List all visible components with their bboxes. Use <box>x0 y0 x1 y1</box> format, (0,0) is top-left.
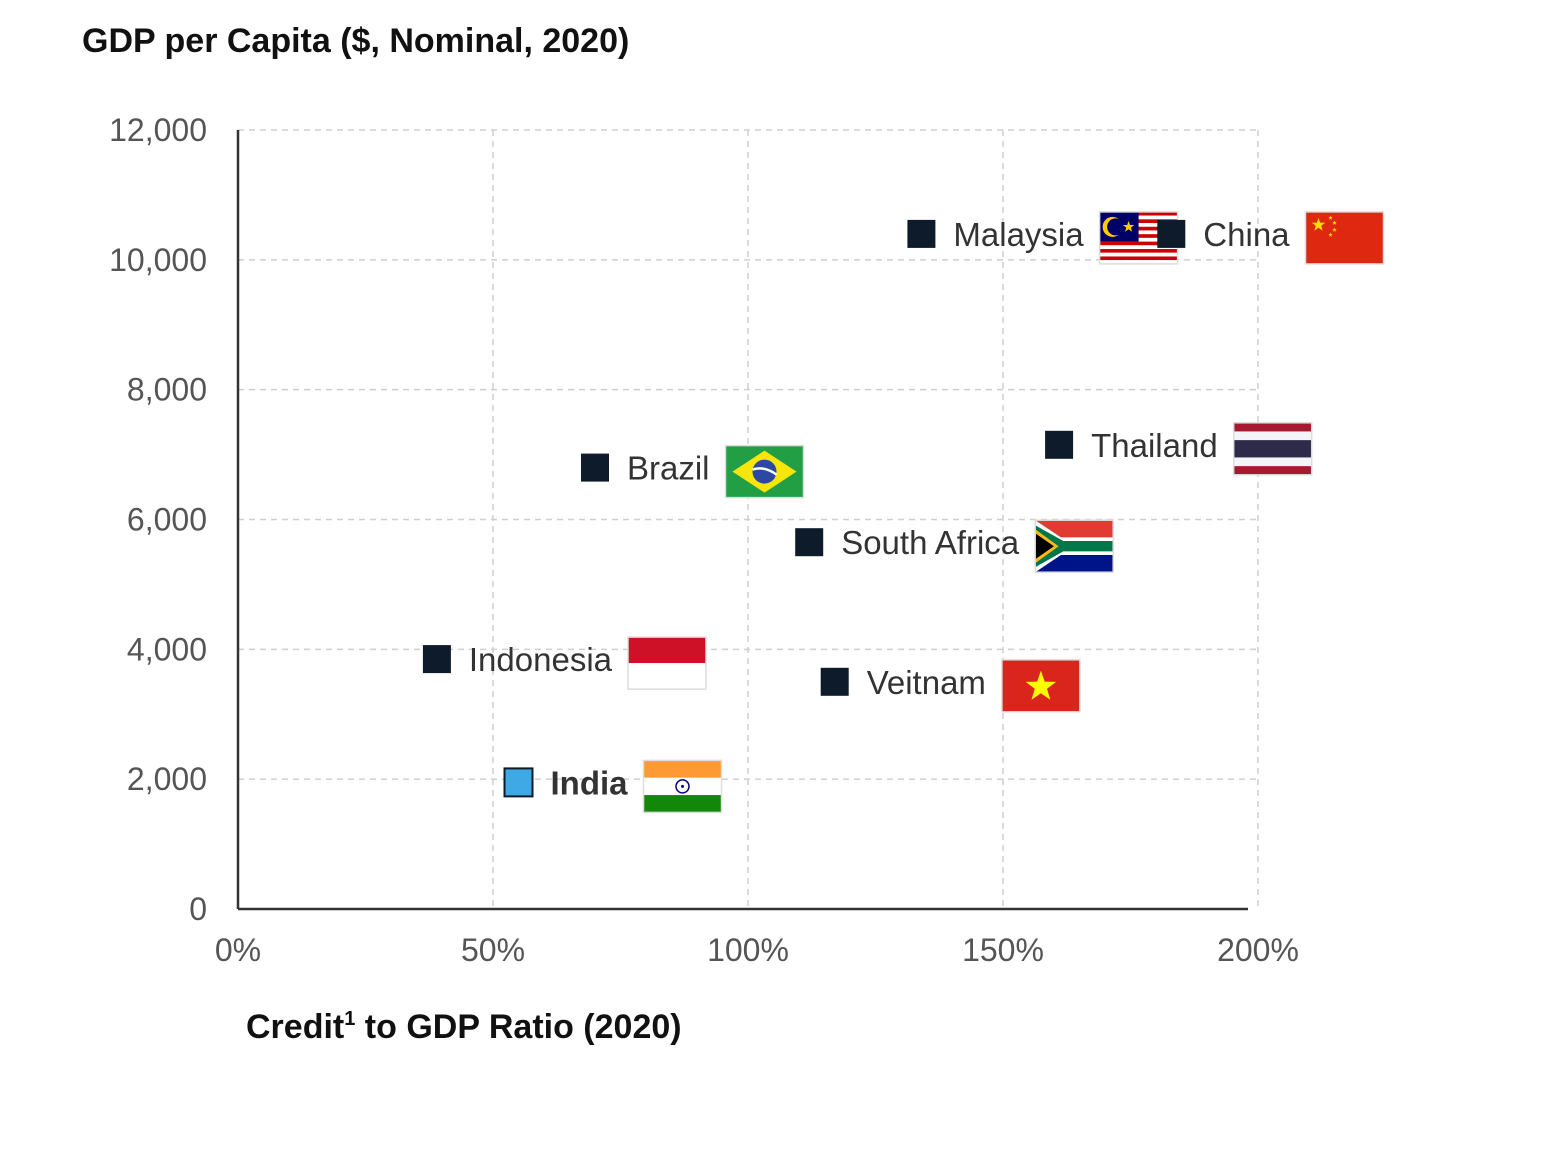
x-axis-title-main: Credit <box>246 1008 344 1046</box>
point-label: China <box>1203 216 1290 253</box>
vietnam-flag-icon <box>1001 659 1081 713</box>
chart-title: GDP per Capita ($, Nominal, 2020) <box>82 22 629 60</box>
x-axis-title-rest: to GDP Ratio (2020) <box>355 1008 681 1046</box>
point-marker <box>1157 219 1186 248</box>
x-tick-label: 150% <box>962 932 1044 968</box>
data-point-group: Indonesia <box>422 636 707 690</box>
y-tick-label: 8,000 <box>127 372 207 408</box>
data-point-group: Brazil <box>581 444 805 499</box>
china-flag-icon <box>1304 211 1385 265</box>
data-point-group: India <box>503 759 723 814</box>
y-tick-label: 0 <box>189 891 207 927</box>
data-point-group: China <box>1157 211 1385 265</box>
x-tick-label: 100% <box>707 932 789 968</box>
point-marker <box>422 645 451 674</box>
india-flag-icon <box>642 759 723 814</box>
point-label: Brazil <box>627 450 710 487</box>
axes <box>236 130 1248 911</box>
x-tick-label: 200% <box>1217 932 1299 968</box>
point-marker <box>820 667 849 696</box>
point-marker <box>503 767 534 798</box>
indonesia-flag-icon <box>627 636 707 690</box>
point-marker <box>1045 430 1074 459</box>
south-africa-flag-icon <box>1034 519 1114 573</box>
point-label: India <box>551 764 629 801</box>
x-tick-label: 0% <box>215 932 261 968</box>
point-label: Malaysia <box>953 216 1084 253</box>
y-tick-label: 10,000 <box>109 242 207 278</box>
data-point-group: South Africa <box>795 519 1114 573</box>
point-label: Thailand <box>1091 427 1218 464</box>
data-point-group: Thailand <box>1045 422 1313 476</box>
brazil-flag-icon <box>724 444 805 499</box>
y-tick-label: 6,000 <box>127 502 207 538</box>
malaysia-flag-icon <box>1098 211 1179 265</box>
data-points: Malaysia China Thailand Brazil South Africa I… <box>422 211 1385 814</box>
x-axis-title-footnote: 1 <box>344 1008 355 1030</box>
y-tick-label: 4,000 <box>127 631 207 667</box>
point-label: Indonesia <box>469 641 613 678</box>
y-tick-label: 2,000 <box>127 761 207 797</box>
data-point-group: Veitnam <box>820 659 1081 713</box>
thailand-flag-icon <box>1232 422 1313 476</box>
y-tick-label: 12,000 <box>109 112 207 148</box>
tick-labels: 0 2,000 4,000 6,000 8,000 10,000 12,000 0% 50% 10… <box>109 112 1299 968</box>
point-marker <box>795 528 824 557</box>
gridlines <box>238 129 1259 909</box>
point-marker <box>581 453 609 482</box>
x-axis-title: Credit1 to GDP Ratio (2020) <box>246 1008 682 1046</box>
data-point-group: Malaysia <box>907 211 1179 265</box>
point-marker <box>907 219 936 248</box>
point-label: Veitnam <box>867 664 986 701</box>
x-tick-label: 50% <box>461 932 525 968</box>
point-label: South Africa <box>841 524 1020 561</box>
